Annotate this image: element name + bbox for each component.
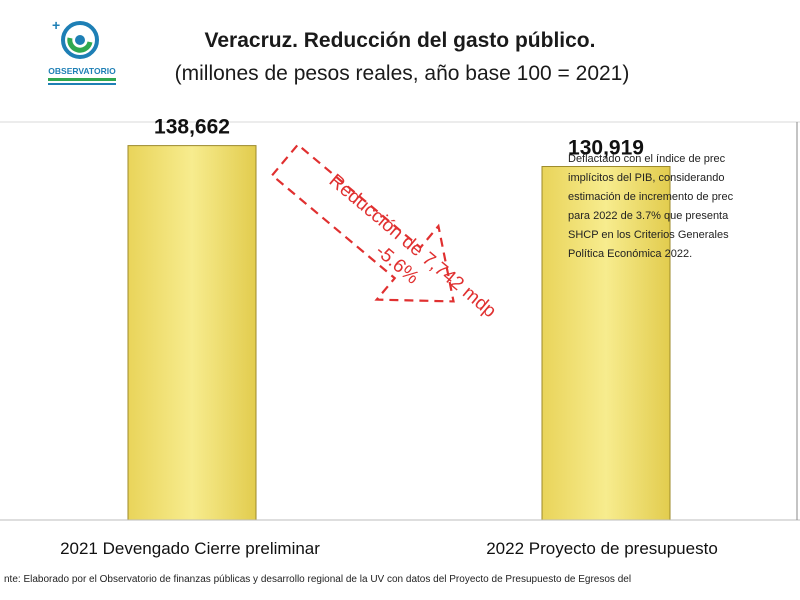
value-label-2021: 138,662 — [154, 116, 230, 139]
note-line: estimación de incremento de prec — [568, 191, 734, 203]
reduction-arrow: Reducción de 7,742 mdp -5.6% — [270, 143, 500, 322]
chart-subtitle: (millones de pesos reales, año base 100 … — [175, 62, 630, 85]
value-label-2022: 130,919 — [568, 137, 644, 160]
observatorio-logo: + OBSERVATORIO — [48, 17, 116, 85]
note-line: Deflactado con el índice de prec — [568, 153, 726, 165]
logo-emblem-icon: + — [52, 17, 99, 59]
category-label-2022: 2022 Proyecto de presupuesto — [486, 539, 718, 558]
note-line: para 2022 de 3.7% que presenta — [568, 210, 729, 222]
category-label-2021: 2021 Devengado Cierre preliminar — [60, 539, 320, 558]
bar-2022 — [541, 166, 671, 521]
source-footnote: nte: Elaborado por el Observatorio de fi… — [4, 574, 631, 585]
dashed-arrow-shape — [270, 143, 455, 303]
logo-underline — [48, 78, 116, 81]
note-line: Política Económica 2022. — [568, 248, 692, 260]
logo-underline-2 — [48, 83, 116, 85]
logo-name: OBSERVATORIO — [48, 66, 116, 76]
svg-text:+: + — [52, 17, 60, 33]
note-line: SHCP en los Criterios Generales — [568, 229, 729, 241]
chart-title: Veracruz. Reducción del gasto público. — [205, 29, 596, 52]
deflation-note: Deflactado con el índice de prec implíci… — [568, 153, 734, 260]
bar-2021 — [127, 145, 257, 521]
note-line: implícitos del PIB, considerando — [568, 172, 725, 184]
